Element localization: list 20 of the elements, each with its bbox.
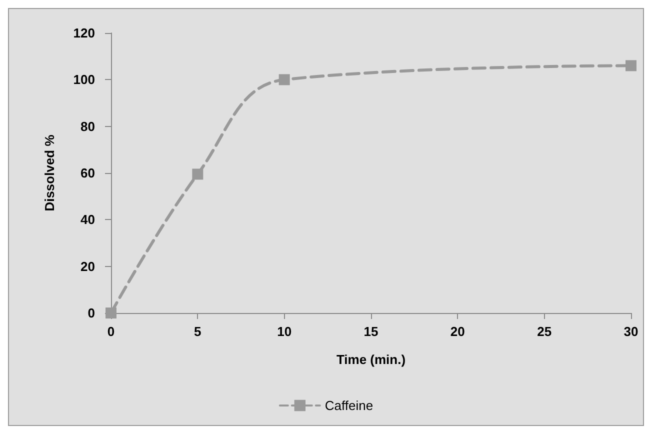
- y-tick-label: 120: [73, 26, 95, 40]
- x-tick-label: 10: [277, 324, 292, 339]
- x-axis-title: Time (min.): [336, 352, 406, 367]
- point: [278, 74, 290, 86]
- legend-label: Caffeine: [324, 398, 374, 413]
- y-tick-label: 20: [80, 258, 95, 274]
- x-tick-label: 15: [364, 324, 378, 339]
- y-tick-label: 40: [80, 212, 95, 228]
- point: [626, 60, 636, 72]
- x-tick-label: 0: [107, 324, 115, 339]
- x-tick-label: 5: [194, 324, 202, 339]
- y-tick-label: 0: [88, 306, 95, 320]
- x-tick-label: 25: [537, 324, 552, 339]
- y-tick-label: 60: [80, 166, 95, 180]
- y-tick-label: 100: [73, 72, 95, 88]
- point: [192, 168, 204, 180]
- y-axis-title: Dissolved %: [42, 134, 57, 212]
- x-tick-label: 30: [624, 324, 638, 339]
- x-tick-label: 20: [450, 324, 465, 339]
- y-tick-label: 80: [80, 118, 95, 134]
